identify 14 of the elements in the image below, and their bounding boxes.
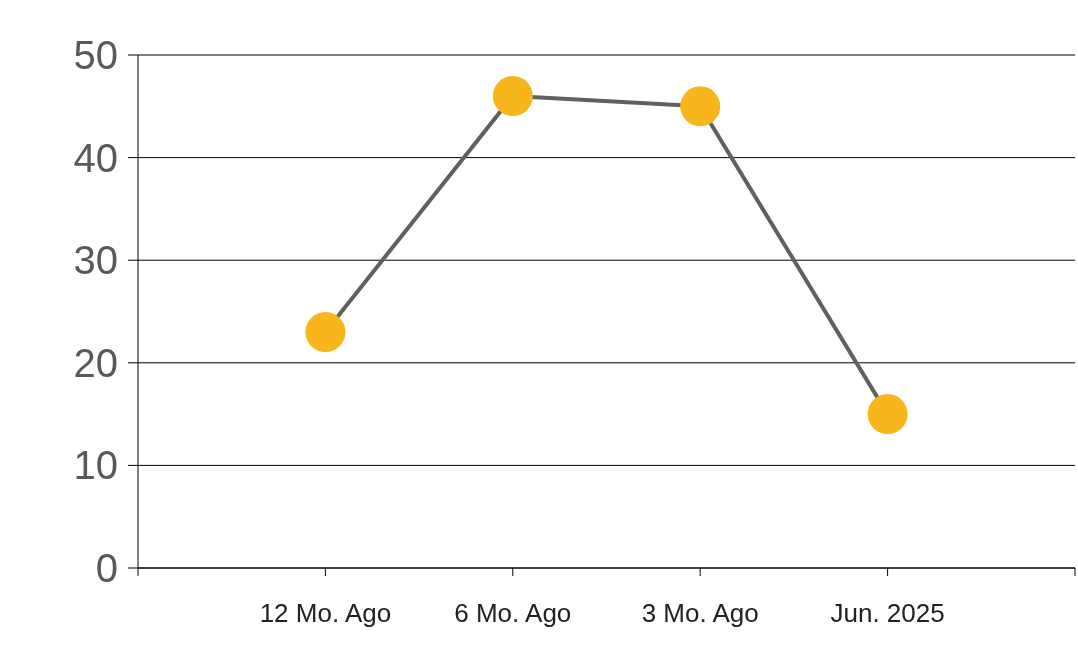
y-tick-label: 10 bbox=[73, 443, 118, 488]
y-tick-label: 20 bbox=[73, 340, 118, 385]
y-tick-label: 0 bbox=[95, 546, 118, 590]
x-tick-label: Jun. 2025 bbox=[830, 598, 945, 628]
y-tick-label: 50 bbox=[73, 33, 118, 77]
x-tick-label: 12 Mo. Ago bbox=[259, 598, 392, 628]
point bbox=[680, 86, 721, 127]
point bbox=[867, 394, 908, 435]
x-tick-label: 6 Mo. Ago bbox=[454, 598, 572, 628]
point bbox=[305, 312, 346, 353]
point bbox=[492, 76, 533, 117]
y-tick-label: 40 bbox=[73, 135, 118, 180]
x-tick-label: 3 Mo. Ago bbox=[641, 598, 759, 628]
y-tick-label: 30 bbox=[73, 238, 118, 283]
